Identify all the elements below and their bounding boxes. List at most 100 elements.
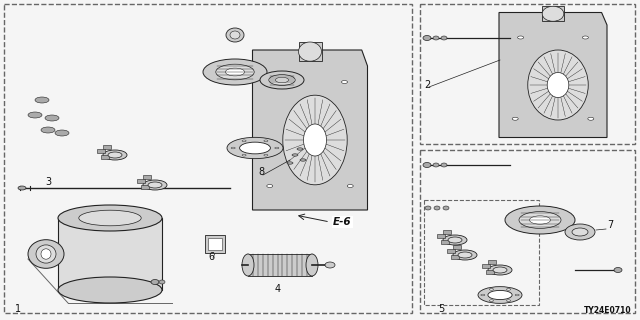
Ellipse shape xyxy=(493,267,507,273)
Ellipse shape xyxy=(230,31,240,39)
Bar xyxy=(4,4,412,313)
Ellipse shape xyxy=(35,97,49,103)
Ellipse shape xyxy=(582,36,588,39)
Ellipse shape xyxy=(103,150,127,160)
Ellipse shape xyxy=(287,162,293,164)
Ellipse shape xyxy=(458,252,472,258)
Ellipse shape xyxy=(216,64,254,80)
Ellipse shape xyxy=(41,249,51,259)
Ellipse shape xyxy=(275,147,279,149)
Ellipse shape xyxy=(297,148,303,150)
Ellipse shape xyxy=(453,250,477,260)
Ellipse shape xyxy=(490,300,493,301)
FancyBboxPatch shape xyxy=(443,230,451,234)
Ellipse shape xyxy=(58,205,162,231)
Ellipse shape xyxy=(547,73,569,98)
Bar xyxy=(420,150,635,313)
Ellipse shape xyxy=(231,147,235,149)
Ellipse shape xyxy=(529,216,550,224)
Polygon shape xyxy=(499,12,607,138)
FancyBboxPatch shape xyxy=(437,234,445,238)
Ellipse shape xyxy=(28,240,64,268)
Bar xyxy=(420,4,635,144)
Ellipse shape xyxy=(306,254,318,276)
Ellipse shape xyxy=(325,262,335,268)
Ellipse shape xyxy=(433,163,439,167)
Ellipse shape xyxy=(18,186,26,190)
Text: E-6: E-6 xyxy=(333,217,351,227)
Ellipse shape xyxy=(151,279,159,284)
Bar xyxy=(424,200,539,305)
FancyBboxPatch shape xyxy=(101,155,109,159)
Ellipse shape xyxy=(273,81,278,84)
Text: 6: 6 xyxy=(208,252,214,262)
Ellipse shape xyxy=(298,42,321,61)
Ellipse shape xyxy=(441,163,447,167)
FancyBboxPatch shape xyxy=(453,245,461,249)
Ellipse shape xyxy=(342,81,348,84)
Ellipse shape xyxy=(433,36,439,40)
Text: 5: 5 xyxy=(438,304,444,314)
Polygon shape xyxy=(253,50,367,210)
Ellipse shape xyxy=(614,268,622,273)
Ellipse shape xyxy=(239,142,270,154)
Ellipse shape xyxy=(512,117,518,120)
FancyBboxPatch shape xyxy=(486,270,494,274)
Text: 8: 8 xyxy=(258,167,264,177)
Ellipse shape xyxy=(242,140,246,142)
Ellipse shape xyxy=(242,154,246,156)
Ellipse shape xyxy=(264,140,268,142)
Ellipse shape xyxy=(58,277,162,303)
Ellipse shape xyxy=(55,130,69,136)
FancyBboxPatch shape xyxy=(451,255,459,259)
Bar xyxy=(58,218,162,290)
Ellipse shape xyxy=(505,206,575,234)
Ellipse shape xyxy=(423,36,431,41)
FancyBboxPatch shape xyxy=(143,175,151,179)
Ellipse shape xyxy=(260,71,304,89)
Text: 7: 7 xyxy=(607,220,613,230)
Ellipse shape xyxy=(443,235,467,245)
Text: 1: 1 xyxy=(15,304,21,314)
Ellipse shape xyxy=(300,159,306,161)
Ellipse shape xyxy=(283,95,347,185)
FancyBboxPatch shape xyxy=(447,249,455,253)
Ellipse shape xyxy=(488,265,512,275)
Ellipse shape xyxy=(45,115,59,121)
Ellipse shape xyxy=(490,289,493,290)
Bar xyxy=(208,238,222,250)
Ellipse shape xyxy=(565,224,595,240)
Ellipse shape xyxy=(515,294,519,296)
Ellipse shape xyxy=(203,59,267,85)
Ellipse shape xyxy=(264,154,268,156)
Ellipse shape xyxy=(542,6,564,21)
Ellipse shape xyxy=(143,180,167,190)
Ellipse shape xyxy=(348,185,353,188)
Ellipse shape xyxy=(572,228,588,236)
Ellipse shape xyxy=(443,206,449,210)
Bar xyxy=(248,254,312,276)
Bar xyxy=(298,42,321,61)
Ellipse shape xyxy=(242,254,254,276)
FancyBboxPatch shape xyxy=(441,240,449,244)
FancyBboxPatch shape xyxy=(103,145,111,149)
Ellipse shape xyxy=(478,287,522,303)
FancyBboxPatch shape xyxy=(488,260,496,264)
Ellipse shape xyxy=(507,300,511,301)
Ellipse shape xyxy=(448,237,462,243)
Ellipse shape xyxy=(425,206,431,210)
Ellipse shape xyxy=(488,291,512,300)
Ellipse shape xyxy=(441,36,447,40)
Text: 4: 4 xyxy=(275,284,281,294)
Ellipse shape xyxy=(36,245,56,263)
Ellipse shape xyxy=(269,75,295,85)
Ellipse shape xyxy=(588,117,594,120)
Ellipse shape xyxy=(292,154,298,156)
Ellipse shape xyxy=(267,185,273,188)
Ellipse shape xyxy=(225,68,244,76)
FancyBboxPatch shape xyxy=(141,185,149,189)
Text: TY24E0710: TY24E0710 xyxy=(584,306,632,315)
Ellipse shape xyxy=(434,206,440,210)
Bar xyxy=(542,6,564,21)
Text: 2: 2 xyxy=(424,80,430,90)
